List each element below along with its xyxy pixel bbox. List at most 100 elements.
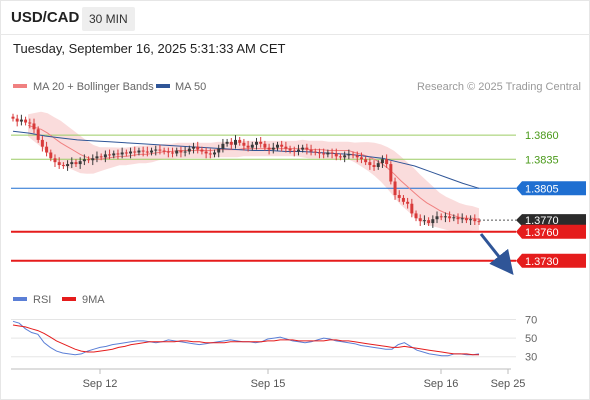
candle-body [154, 149, 158, 151]
candle-body [322, 153, 326, 155]
candle-body [435, 216, 439, 220]
candle-body [275, 144, 279, 148]
candle-body [254, 141, 258, 145]
candles [11, 113, 514, 276]
candle-body [263, 143, 267, 148]
candle-body [343, 155, 347, 158]
candle-body [234, 139, 238, 145]
candle-body [351, 154, 355, 156]
candle-body [225, 141, 229, 144]
rsi-tick-0: 70 [525, 314, 537, 326]
candle-body [452, 217, 456, 219]
candle-body [456, 217, 460, 220]
rsi-ma9-line [12, 324, 479, 356]
candle-body [250, 144, 254, 148]
datetime-label: Tuesday, September 16, 2025 5:31:33 AM C… [13, 41, 286, 56]
header-divider [0, 34, 590, 35]
rsi-legend-swatch [13, 297, 27, 301]
candle-body [166, 151, 170, 153]
ma50-legend-swatch [156, 84, 170, 88]
credit-label: Research © 2025 Trading Central [417, 81, 581, 93]
candle-body [439, 216, 443, 218]
candle-body [150, 150, 154, 153]
candle-body [288, 148, 292, 151]
candle-body [11, 116, 15, 119]
candle-body [162, 150, 166, 152]
candle-body [238, 139, 242, 143]
ma50-legend-label: MA 50 [175, 81, 206, 93]
level-label-0: 1.3860 [525, 130, 559, 142]
level-label-1: 1.3835 [525, 154, 559, 166]
rsi-lines [12, 320, 480, 357]
candle-body [267, 147, 271, 150]
candle-body [389, 164, 393, 182]
candle-body [473, 219, 477, 222]
candle-body [133, 151, 137, 153]
level-label-4: 1.3760 [525, 227, 559, 239]
candle-body [32, 123, 36, 130]
rsi-legend-label: RSI [33, 294, 51, 306]
candle-body [376, 163, 380, 167]
candle-body [112, 153, 116, 156]
level-tag-2 [516, 181, 586, 196]
rsi-grid: 70 50 30 [11, 314, 537, 364]
candle-body [347, 154, 351, 156]
level-tag-5 [516, 253, 586, 268]
candle-body [61, 165, 65, 167]
candle-body [175, 150, 179, 154]
candle-body [448, 216, 452, 219]
last-price-label: 1.3770 [525, 215, 559, 227]
moving-averages [12, 124, 480, 220]
candle-body [53, 158, 57, 163]
candle-body [82, 159, 86, 162]
candle-body [124, 152, 128, 154]
level-label-5: 1.3730 [525, 256, 559, 268]
candle-body [368, 162, 372, 166]
candle-body [422, 220, 426, 222]
candle-body [213, 152, 217, 155]
candle-body [427, 220, 431, 224]
candle-body [469, 219, 473, 221]
candle-body [292, 150, 296, 152]
candle-body [99, 156, 103, 158]
candle-body [406, 201, 410, 204]
candle-body [280, 144, 284, 147]
candle-body [372, 165, 376, 167]
candle-body [120, 152, 124, 155]
candle-body [229, 141, 233, 145]
candle-body [393, 181, 397, 196]
candle-body [401, 197, 405, 202]
candle-body [66, 164, 70, 167]
candle-body [326, 152, 330, 155]
candle-body [158, 149, 162, 151]
ma50-line [12, 130, 480, 189]
candle-body [338, 156, 342, 158]
candle-body [24, 119, 28, 123]
symbol-title: USD/CAD [11, 9, 80, 26]
candle-body [45, 146, 49, 153]
candle-body [246, 145, 250, 148]
candle-body [171, 152, 175, 154]
candle-body [103, 154, 107, 158]
candle-body [78, 161, 82, 165]
candle-body [192, 146, 196, 149]
x-tick-label-1: Sep 15 [251, 378, 286, 390]
candle-body [301, 147, 305, 150]
candle-body [74, 162, 78, 165]
candle-body [208, 153, 212, 155]
candle-body [410, 203, 414, 214]
ma20-legend-label: MA 20 + Bollinger Bands [33, 81, 154, 93]
candle-body [129, 151, 133, 154]
candle-body [305, 147, 309, 150]
candle-body [196, 146, 200, 150]
candle-body [108, 154, 112, 156]
candle-body [40, 139, 44, 147]
timeframe-button[interactable]: 30 MIN [82, 7, 135, 31]
candle-body [204, 151, 208, 154]
rsi-tick-2: 30 [525, 352, 537, 364]
candle-body [15, 118, 19, 122]
candle-body [355, 155, 359, 158]
x-axis-ticks: Sep 12 Sep 15 Sep 16 Sep 25 [83, 369, 526, 390]
x-tick-label-2: Sep 16 [424, 378, 459, 390]
x-tick-label-3: Sep 25 [491, 378, 526, 390]
